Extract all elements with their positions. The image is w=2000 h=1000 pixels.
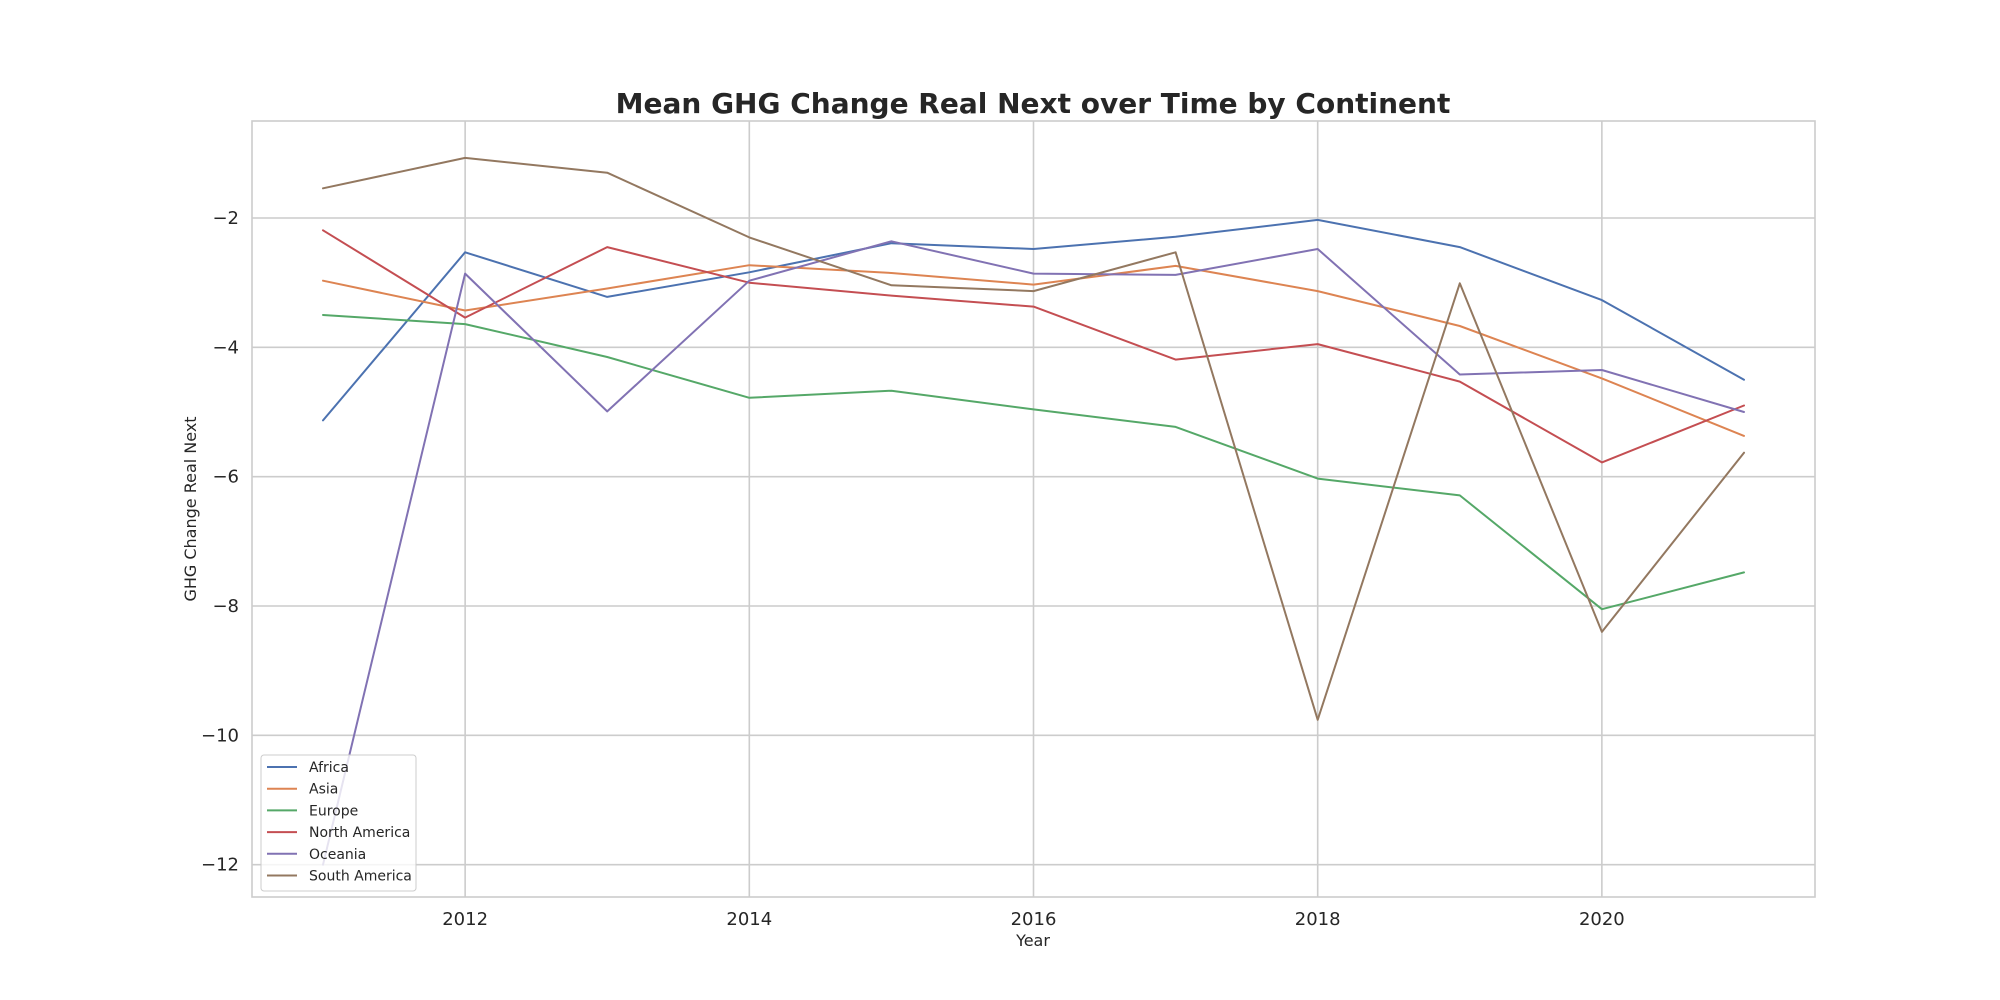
series-line-africa <box>322 218 1745 422</box>
legend-box <box>260 754 417 892</box>
y-tick-label-4: −4 <box>212 337 239 358</box>
y-tick-label-5: −2 <box>212 208 239 229</box>
series-line-asia <box>322 264 1745 437</box>
legend-label-europe: Europe <box>309 803 358 819</box>
y-tick-label-0: −12 <box>201 855 239 876</box>
y-tick-label-3: −6 <box>212 467 239 488</box>
y-axis-label: GHG Change Real Next <box>181 416 200 601</box>
y-tick-label-1: −10 <box>201 725 239 746</box>
series-line-oceania <box>322 240 1745 866</box>
x-tick-labels: 2012 2014 2016 2018 2020 <box>442 909 1625 930</box>
legend-label-asia: Asia <box>309 782 338 798</box>
legend-label-south-america: South America <box>309 869 412 885</box>
x-tick-label-2012: 2012 <box>442 909 488 930</box>
legend-label-north-america: North America <box>309 825 410 841</box>
series-lines <box>322 156 1745 866</box>
y-tick-label-2: −8 <box>212 596 239 617</box>
grid-lines <box>252 121 1815 897</box>
x-tick-label-2018: 2018 <box>1295 909 1341 930</box>
plot-frame <box>251 120 1816 898</box>
y-tick-labels: −12 −10 −8 −6 −4 −2 <box>201 208 239 876</box>
series-line-south-america <box>322 156 1745 721</box>
x-tick-label-2014: 2014 <box>726 909 772 930</box>
legend: Africa Asia Europe North America Oceania Sout… <box>260 754 417 892</box>
x-tick-label-2020: 2020 <box>1579 909 1625 930</box>
legend-label-africa: Africa <box>309 760 349 776</box>
x-tick-label-2016: 2016 <box>1011 909 1057 930</box>
legend-label-oceania: Oceania <box>309 847 366 863</box>
series-line-north-america <box>322 229 1745 464</box>
x-axis-label: Year <box>1015 931 1050 950</box>
series-line-europe <box>322 314 1745 611</box>
chart-title: Mean GHG Change Real Next over Time by C… <box>616 87 1451 120</box>
